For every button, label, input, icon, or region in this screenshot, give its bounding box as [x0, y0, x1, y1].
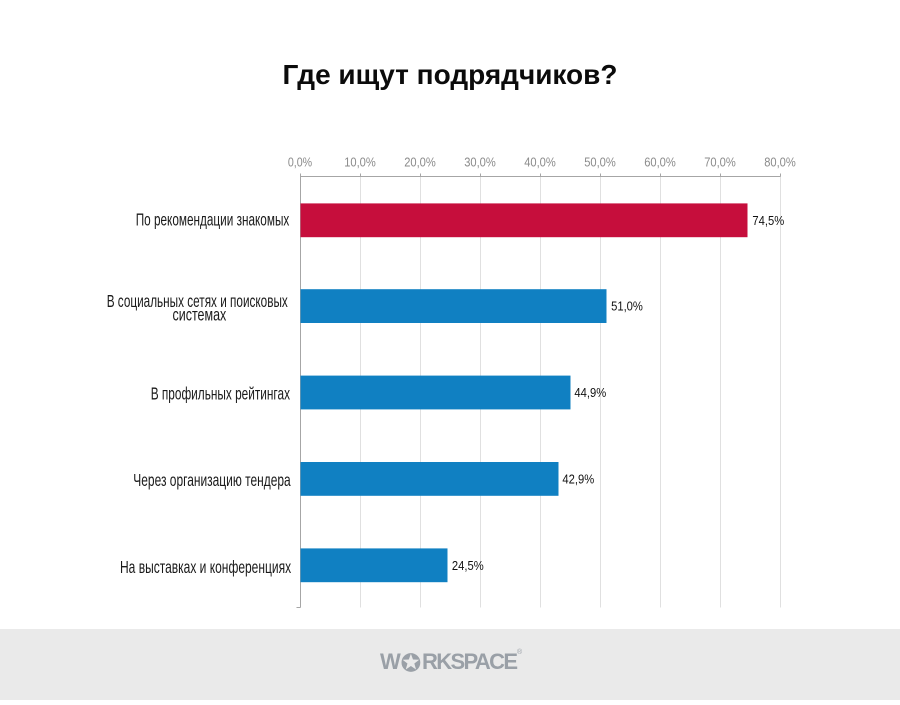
svg-text:На выставках и конференциях: На выставках и конференциях: [120, 557, 291, 577]
svg-text:70,0%: 70,0%: [704, 154, 736, 169]
svg-text:0,0%: 0,0%: [288, 154, 313, 169]
svg-text:10,0%: 10,0%: [344, 154, 376, 169]
svg-text:20,0%: 20,0%: [404, 154, 436, 169]
svg-text:60,0%: 60,0%: [644, 154, 676, 169]
svg-text:80,0%: 80,0%: [764, 154, 796, 169]
svg-text:40,0%: 40,0%: [524, 154, 556, 169]
svg-text:44,9%: 44,9%: [574, 385, 606, 400]
svg-text:24,5%: 24,5%: [452, 558, 484, 573]
svg-text:51,0%: 51,0%: [611, 299, 643, 314]
svg-text:В профильных рейтингах: В профильных рейтингах: [151, 383, 290, 403]
svg-text:®: ®: [517, 648, 523, 656]
svg-text:По рекомендации знакомых: По рекомендации знакомых: [136, 210, 290, 230]
svg-text:W: W: [380, 649, 401, 674]
svg-text:42,9%: 42,9%: [562, 472, 594, 487]
svg-text:Через организацию тендера: Через организацию тендера: [133, 470, 291, 490]
svg-text:50,0%: 50,0%: [584, 154, 616, 169]
svg-text:74,5%: 74,5%: [752, 213, 784, 228]
svg-text:30,0%: 30,0%: [464, 154, 496, 169]
svg-text:RKSPACE: RKSPACE: [422, 649, 518, 674]
svg-text:системах: системах: [173, 304, 227, 324]
svg-text:В социальных сетях и поисковых: В социальных сетях и поисковых: [107, 291, 288, 311]
